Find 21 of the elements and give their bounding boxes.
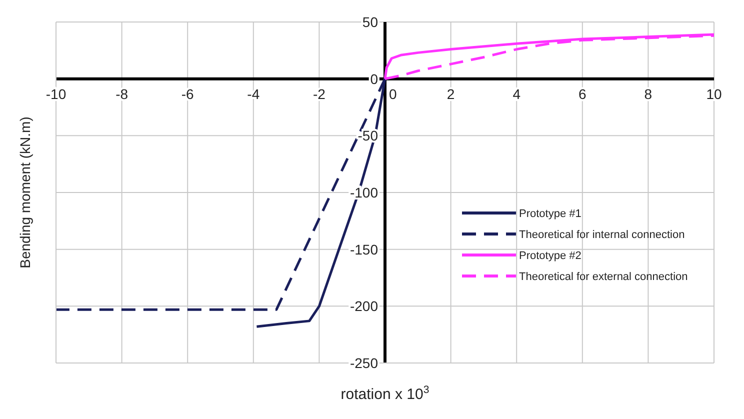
x-tick-label: 10 <box>706 86 722 102</box>
legend-label: Theoretical for external connection <box>519 271 688 283</box>
y-tick-label: -150 <box>350 241 378 258</box>
legend-label: Prototype #1 <box>519 208 582 220</box>
y-tick-label: -200 <box>350 298 378 314</box>
y-tick-label: -250 <box>350 355 378 371</box>
legend-label: Theoretical for internal connection <box>519 229 685 241</box>
x-tick-label: -2 <box>312 86 326 102</box>
x-tick-label: 6 <box>578 86 586 102</box>
y-tick-label: 50 <box>362 14 378 30</box>
x-tick-label: 0 <box>389 86 397 102</box>
x-tick-label: 4 <box>512 86 521 102</box>
y-axis-title: Bending moment (kN.m) <box>17 116 33 268</box>
x-tick-label: -6 <box>181 86 194 102</box>
x-tick-label: -10 <box>46 86 66 102</box>
legend-label: Prototype #2 <box>519 250 582 262</box>
x-tick-label: -4 <box>247 86 260 102</box>
x-tick-label: 8 <box>644 86 652 102</box>
x-tick-label: 2 <box>446 86 455 102</box>
x-axis-title: rotation x 10$^{3}$ <box>340 384 430 403</box>
x-tick-label: -8 <box>116 86 128 102</box>
